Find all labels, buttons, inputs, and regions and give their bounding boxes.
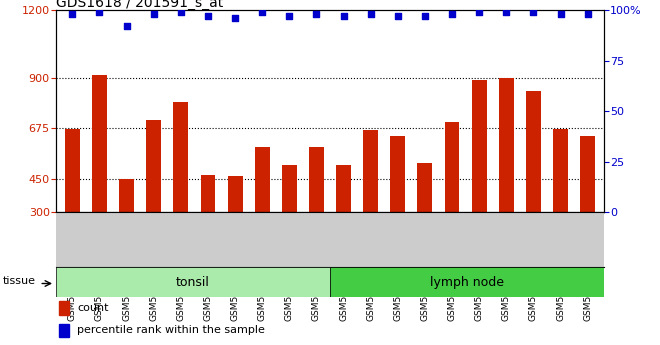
Bar <box>65 129 80 212</box>
Point <box>284 14 294 19</box>
Point <box>94 10 105 15</box>
Bar <box>119 178 134 212</box>
Bar <box>59 324 69 337</box>
Bar <box>445 122 459 212</box>
Bar <box>309 147 324 212</box>
Point <box>230 16 240 21</box>
Bar <box>580 136 595 212</box>
Bar <box>92 75 107 212</box>
Point <box>393 14 403 19</box>
Bar <box>363 130 378 212</box>
Text: percentile rank within the sample: percentile rank within the sample <box>77 325 265 335</box>
Bar <box>147 120 161 212</box>
Point <box>447 12 457 17</box>
Text: tissue: tissue <box>3 276 36 286</box>
Text: tonsil: tonsil <box>176 276 210 288</box>
Bar <box>59 301 69 315</box>
Point <box>311 12 321 17</box>
Bar <box>553 129 568 212</box>
Point <box>67 12 78 17</box>
Bar <box>282 165 297 212</box>
Bar <box>390 136 405 212</box>
Point <box>501 10 512 15</box>
Bar <box>174 102 188 212</box>
Bar <box>255 147 270 212</box>
Bar <box>56 267 330 297</box>
Point <box>176 10 186 15</box>
Point <box>474 10 484 15</box>
Bar <box>330 267 604 297</box>
Point <box>555 12 566 17</box>
Point <box>203 14 213 19</box>
Point <box>339 14 349 19</box>
Point <box>582 12 593 17</box>
Bar <box>336 165 351 212</box>
Bar <box>472 80 486 212</box>
Bar <box>499 78 513 212</box>
Bar <box>526 91 541 212</box>
Text: lymph node: lymph node <box>430 276 504 288</box>
Point <box>366 12 376 17</box>
Point <box>148 12 159 17</box>
Bar <box>228 176 242 212</box>
Point <box>528 10 539 15</box>
Bar <box>201 175 215 212</box>
Bar <box>418 163 432 212</box>
Text: count: count <box>77 303 108 313</box>
Point <box>420 14 430 19</box>
Point <box>121 24 132 29</box>
Point <box>257 10 267 15</box>
Text: GDS1618 / 201591_s_at: GDS1618 / 201591_s_at <box>56 0 223 10</box>
